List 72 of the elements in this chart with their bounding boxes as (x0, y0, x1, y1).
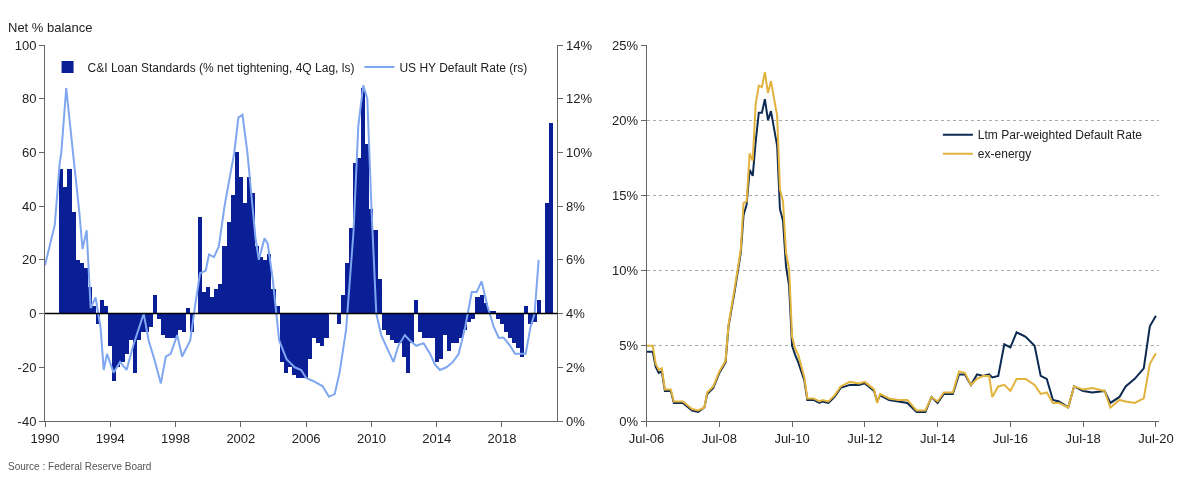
bar (475, 297, 480, 314)
x-tick-label: 2006 (291, 430, 321, 446)
x-tick-label: 2010 (356, 430, 386, 446)
bar (537, 300, 541, 314)
x-tick-label: 2018 (487, 430, 517, 446)
x-tick-label: Jul-20 (1138, 430, 1174, 446)
bar (304, 314, 308, 378)
y2-tick-label: 0% (566, 413, 586, 429)
y-tick-label: 100 (14, 37, 37, 53)
source-note: Source : Federal Reserve Board (8, 461, 152, 472)
x-tick-label: Jul-12 (847, 430, 883, 446)
x-tick-label: 2002 (226, 430, 256, 446)
bar (284, 314, 288, 373)
bar (67, 169, 72, 314)
x-tick-label: 2014 (422, 430, 452, 446)
bar (549, 123, 553, 314)
y-tick-label: -40 (17, 413, 37, 429)
y2-tick-label: 12% (566, 91, 593, 107)
y2-tick-label: 6% (566, 252, 586, 268)
y-tick-label: -20 (17, 359, 37, 375)
bar (520, 314, 524, 357)
x-tick-label: 1990 (30, 430, 60, 446)
x-tick-label: Jul-14 (919, 430, 956, 446)
y2-tick-label: 4% (566, 306, 586, 322)
y-tick-label: 80 (21, 91, 37, 107)
bar (206, 287, 210, 314)
y-axis-title: Net % balance (8, 20, 93, 35)
bar (161, 314, 165, 335)
y-tick-label: 15% (611, 187, 639, 203)
bar (414, 300, 418, 314)
y-tick-label: 5% (619, 338, 639, 354)
bar (439, 314, 443, 359)
y-tick-label: 10% (611, 263, 639, 279)
bar (100, 300, 104, 314)
bar (182, 314, 186, 332)
x-tick-label: Jul-06 (628, 430, 665, 446)
x-tick-label: Jul-10 (774, 430, 810, 446)
bar (361, 88, 365, 314)
y2-tick-label: 8% (566, 198, 586, 214)
x-tick-label: 1994 (95, 430, 125, 446)
y2-tick-label: 14% (566, 37, 593, 53)
bar (471, 314, 475, 319)
y-tick-label: 25% (611, 37, 639, 53)
legend-label: ex-energy (977, 147, 1032, 162)
line-series (45, 84, 540, 398)
legend-label: Ltm Par-weighted Default Rate (977, 128, 1143, 143)
x-tick-label: 1998 (161, 430, 191, 446)
bar (337, 314, 341, 324)
y-tick-label: 0 (29, 306, 37, 322)
bar (406, 314, 410, 373)
bar (447, 314, 451, 351)
y-tick-label: 20 (21, 252, 37, 268)
bar (59, 169, 63, 314)
y2-tick-label: 10% (566, 144, 593, 160)
x-tick-label: Jul-16 (992, 430, 1029, 446)
legend-label: C&I Loan Standards (% net tightening, 4Q Lag, ls) (87, 60, 355, 75)
bar (112, 314, 116, 381)
x-tick-label: Jul-18 (1065, 430, 1101, 446)
y-tick-label: 20% (611, 112, 639, 128)
bar (426, 314, 431, 338)
y-tick-label: 60 (21, 144, 37, 160)
bar (235, 152, 239, 314)
y-tick-label: 40 (21, 198, 37, 214)
bar (247, 177, 251, 314)
bar (435, 314, 439, 362)
y-tick-label: 0% (619, 413, 639, 429)
x-tick-label: Jul-08 (701, 430, 738, 446)
bar (169, 314, 174, 338)
bar (198, 217, 202, 314)
y2-tick-label: 2% (566, 359, 586, 375)
legend-label: US HY Default Rate (rs) (399, 60, 528, 75)
bar (153, 295, 157, 314)
